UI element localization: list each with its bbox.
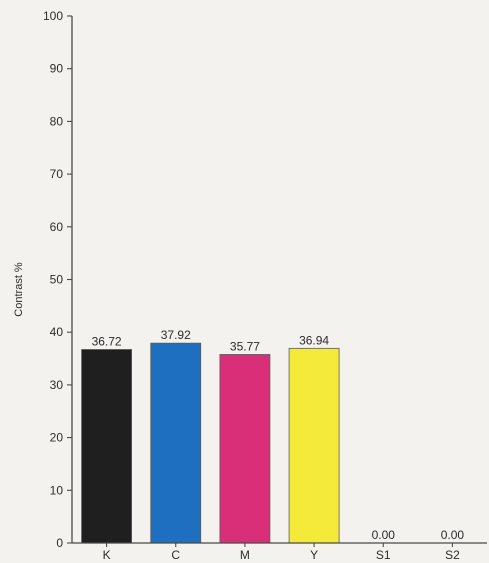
y-tick-label: 40 (50, 325, 64, 339)
y-tick-label: 50 (50, 273, 64, 287)
x-tick-label-s1: S1 (376, 548, 391, 562)
x-tick-label-c: C (171, 548, 180, 562)
bar-m (219, 354, 271, 544)
y-tick-label: 0 (56, 536, 63, 550)
data-label-s2: 0.00 (441, 528, 465, 542)
plot-area: 36.72 37.92 35.77 36.94 0.00 0.00 (81, 328, 465, 544)
data-label-m: 35.77 (230, 339, 260, 353)
y-tick-label: 70 (50, 167, 64, 181)
y-tick-label: 30 (50, 378, 64, 392)
x-axis: K C M Y S1 S2 (72, 542, 487, 562)
bar-y (288, 347, 340, 544)
y-axis-label: Contrast % (13, 262, 25, 317)
data-label-c: 37.92 (161, 328, 191, 342)
y-tick-label: 20 (50, 431, 64, 445)
y-tick-label: 60 (50, 220, 64, 234)
y-tick-label: 100 (43, 9, 63, 23)
data-label-k: 36.72 (92, 334, 122, 348)
y-tick-label: 90 (50, 62, 64, 76)
x-tick-label-m: M (240, 548, 250, 562)
data-label-s1: 0.00 (372, 528, 396, 542)
x-tick-label-y: Y (310, 548, 318, 562)
bar-k (81, 349, 132, 544)
y-tick-label: 10 (50, 483, 64, 497)
x-tick-label-s2: S2 (445, 548, 460, 562)
bar-c (150, 342, 202, 544)
y-tick-label: 80 (50, 114, 64, 128)
data-label-y: 36.94 (299, 333, 329, 347)
y-axis: 0 10 20 30 40 50 60 70 80 90 100 (43, 9, 73, 550)
x-tick-label-k: K (103, 548, 111, 562)
